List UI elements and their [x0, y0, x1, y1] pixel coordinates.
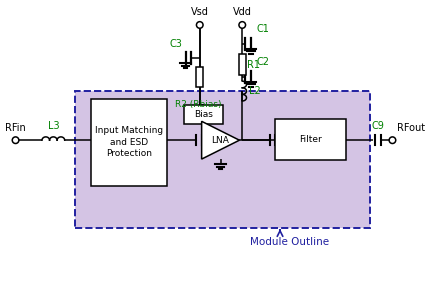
FancyBboxPatch shape: [75, 91, 369, 228]
Text: C1: C1: [256, 24, 269, 34]
Polygon shape: [201, 121, 239, 159]
Text: L2: L2: [248, 86, 260, 96]
Text: RFin: RFin: [5, 123, 26, 133]
Text: R1: R1: [246, 60, 259, 69]
Text: C9: C9: [371, 121, 384, 131]
Bar: [239, 54, 245, 75]
Text: R2 (Rbias): R2 (Rbias): [174, 100, 221, 109]
Text: L3: L3: [47, 121, 59, 131]
Text: LNA: LNA: [211, 136, 229, 145]
Text: Module Outline: Module Outline: [249, 237, 328, 247]
Text: C3: C3: [169, 39, 182, 49]
Bar: [275, 120, 345, 160]
Text: Filter: Filter: [299, 135, 321, 144]
Bar: [91, 99, 166, 186]
Text: Vdd: Vdd: [232, 7, 251, 17]
Bar: [196, 67, 203, 87]
Text: RFout: RFout: [396, 123, 424, 133]
Text: Vsd: Vsd: [190, 7, 208, 17]
Bar: [183, 105, 223, 124]
Text: C2: C2: [256, 57, 269, 67]
Text: Bias: Bias: [194, 110, 213, 119]
Text: Input Matching
and ESD
Protection: Input Matching and ESD Protection: [95, 126, 163, 158]
